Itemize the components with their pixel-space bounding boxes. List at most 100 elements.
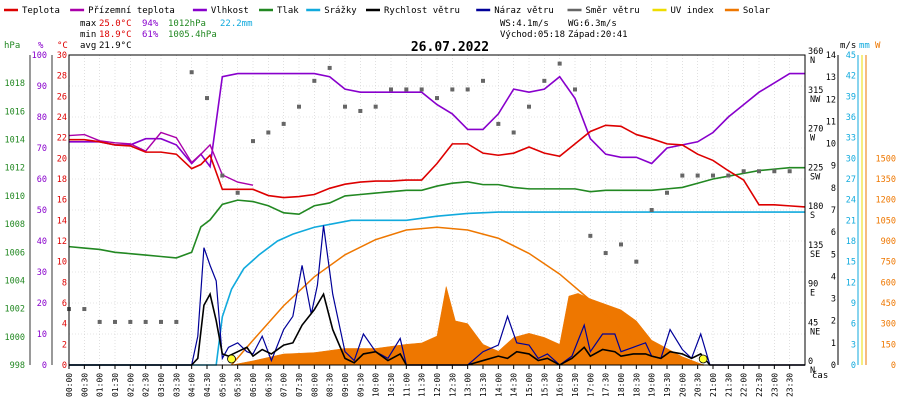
axis-unit-solar: W: [875, 41, 881, 51]
direction-point: [603, 251, 608, 256]
y-tick-label-rain: 12: [846, 278, 856, 288]
y-tick-label-temperature: 24: [57, 113, 67, 123]
legend-label: Vlhkost: [211, 6, 249, 16]
y-tick-label-rain: 39: [846, 92, 856, 102]
y-tick-label-humidity: 40: [37, 237, 47, 247]
x-tick-label: 23:00: [770, 373, 779, 397]
direction-point: [205, 96, 209, 101]
y-tick-label-pressure: 1008: [5, 220, 25, 230]
direction-point: [97, 319, 102, 324]
direction-point: [235, 190, 240, 195]
direction-point: [680, 173, 685, 178]
legend: Teplota Přízemní teplota Vlhkost Tlak Srážky…: [4, 6, 771, 16]
x-tick-label: 12:00: [433, 373, 442, 397]
legend-label: Náraz větru: [494, 6, 554, 16]
x-tick-label: 07:00: [280, 373, 289, 397]
x-tick-label: 19:30: [663, 373, 672, 397]
y-tick-label-humidity: 90: [37, 82, 47, 92]
direction-point: [465, 87, 470, 92]
y-tick-label-pressure: 1016: [5, 107, 25, 117]
y-tick-label-direction-name: W: [810, 134, 816, 144]
y-tick-label-wind: 5: [831, 250, 836, 260]
y-tick-label-direction-name: NE: [810, 327, 820, 337]
direction-point: [511, 130, 516, 135]
stat-min-hum: 61%: [142, 30, 159, 40]
y-tick-label-rain: 0: [851, 361, 856, 371]
plot-area: [67, 54, 806, 366]
y-tick-label-pressure: 1006: [5, 248, 25, 258]
y-tick-label-wind: 12: [826, 95, 836, 105]
direction-point: [481, 78, 485, 83]
y-tick-label-solar: 1200: [876, 196, 896, 206]
x-tick-label: 01:30: [111, 373, 120, 397]
direction-point: [113, 319, 117, 324]
y-tick-label-humidity: 80: [37, 113, 47, 123]
x-tick-label: 03:30: [172, 373, 181, 397]
y-tick-label-solar: 450: [881, 299, 896, 309]
axis-unit-temperature: °C: [57, 41, 68, 51]
y-tick-label-wind: 2: [831, 317, 836, 327]
direction-point: [174, 319, 179, 324]
axes: 00:00 00:30 01:00 01:30 02:00 02:30 03:00 03:30…: [5, 47, 896, 397]
x-tick-label: 15:30: [540, 373, 549, 397]
y-tick-label-humidity: 30: [37, 268, 47, 278]
direction-point: [496, 121, 501, 126]
y-tick-label-humidity: 0: [42, 361, 47, 371]
y-tick-label-direction: 360: [808, 47, 823, 57]
x-tick-label: 08:30: [326, 373, 335, 397]
x-tick-label: 11:00: [402, 373, 411, 397]
y-tick-label-temperature: 26: [57, 92, 67, 102]
stat-max-hum: 94%: [142, 19, 159, 29]
direction-point: [82, 307, 87, 312]
legend-label: Teplota: [22, 6, 60, 16]
chart-title: 26.07.2022: [411, 40, 489, 55]
y-tick-label-temperature: 4: [62, 320, 67, 330]
y-tick-label-direction: 270: [808, 125, 823, 135]
x-tick-label: 14:30: [510, 373, 519, 397]
direction-point: [128, 319, 133, 324]
direction-point: [634, 259, 639, 264]
x-tick-label: 05:00: [218, 373, 227, 397]
x-tick-label: 08:00: [310, 373, 319, 397]
y-tick-label-direction-name: SW: [810, 172, 821, 182]
axis-unit-humidity: %: [38, 41, 44, 51]
y-tick-label-humidity: 50: [37, 206, 47, 216]
y-tick-label-direction: 315: [808, 86, 823, 96]
y-tick-label-pressure: 1004: [5, 276, 25, 286]
y-tick-label-humidity: 20: [37, 299, 47, 309]
x-tick-label: 02:30: [142, 373, 151, 397]
x-tick-label: 21:00: [709, 373, 718, 397]
y-tick-label-pressure: 1002: [5, 305, 25, 315]
y-tick-label-wind: 9: [831, 162, 836, 172]
y-tick-label-temperature: 6: [62, 299, 67, 309]
x-tick-label: 04:30: [203, 373, 212, 397]
y-tick-label-humidity: 10: [37, 330, 47, 340]
y-tick-label-solar: 600: [881, 278, 896, 288]
direction-point: [741, 169, 746, 174]
y-tick-label-pressure: 998: [10, 361, 25, 371]
y-tick-label-solar: 1350: [876, 175, 896, 185]
stat-ws: WS:4.1m/s: [500, 19, 549, 29]
direction-point: [450, 87, 455, 92]
x-tick-label: 20:30: [694, 373, 703, 397]
y-tick-label-rain: 15: [846, 258, 856, 268]
y-tick-label-solar: 0: [891, 361, 896, 371]
series-ground-temp-line: [68, 131, 254, 186]
direction-point: [389, 87, 393, 92]
y-tick-label-wind: 6: [831, 228, 836, 238]
axis-unit-pressure: hPa: [4, 41, 20, 51]
direction-point: [557, 61, 562, 66]
y-tick-label-wind: 7: [831, 206, 836, 216]
y-tick-label-rain: 21: [846, 216, 856, 226]
y-tick-label-pressure: 1014: [5, 136, 25, 146]
y-tick-label-rain: 30: [846, 154, 856, 164]
stat-avg-temp: 21.9°C: [99, 41, 132, 51]
direction-point: [665, 190, 669, 195]
y-tick-label-wind: 1: [831, 339, 836, 349]
x-tick-label: 22:00: [740, 373, 749, 397]
y-tick-label-temperature: 16: [57, 196, 67, 206]
direction-point: [297, 104, 301, 109]
x-tick-label: 06:00: [249, 373, 258, 397]
x-tick-label: 22:30: [755, 373, 764, 397]
